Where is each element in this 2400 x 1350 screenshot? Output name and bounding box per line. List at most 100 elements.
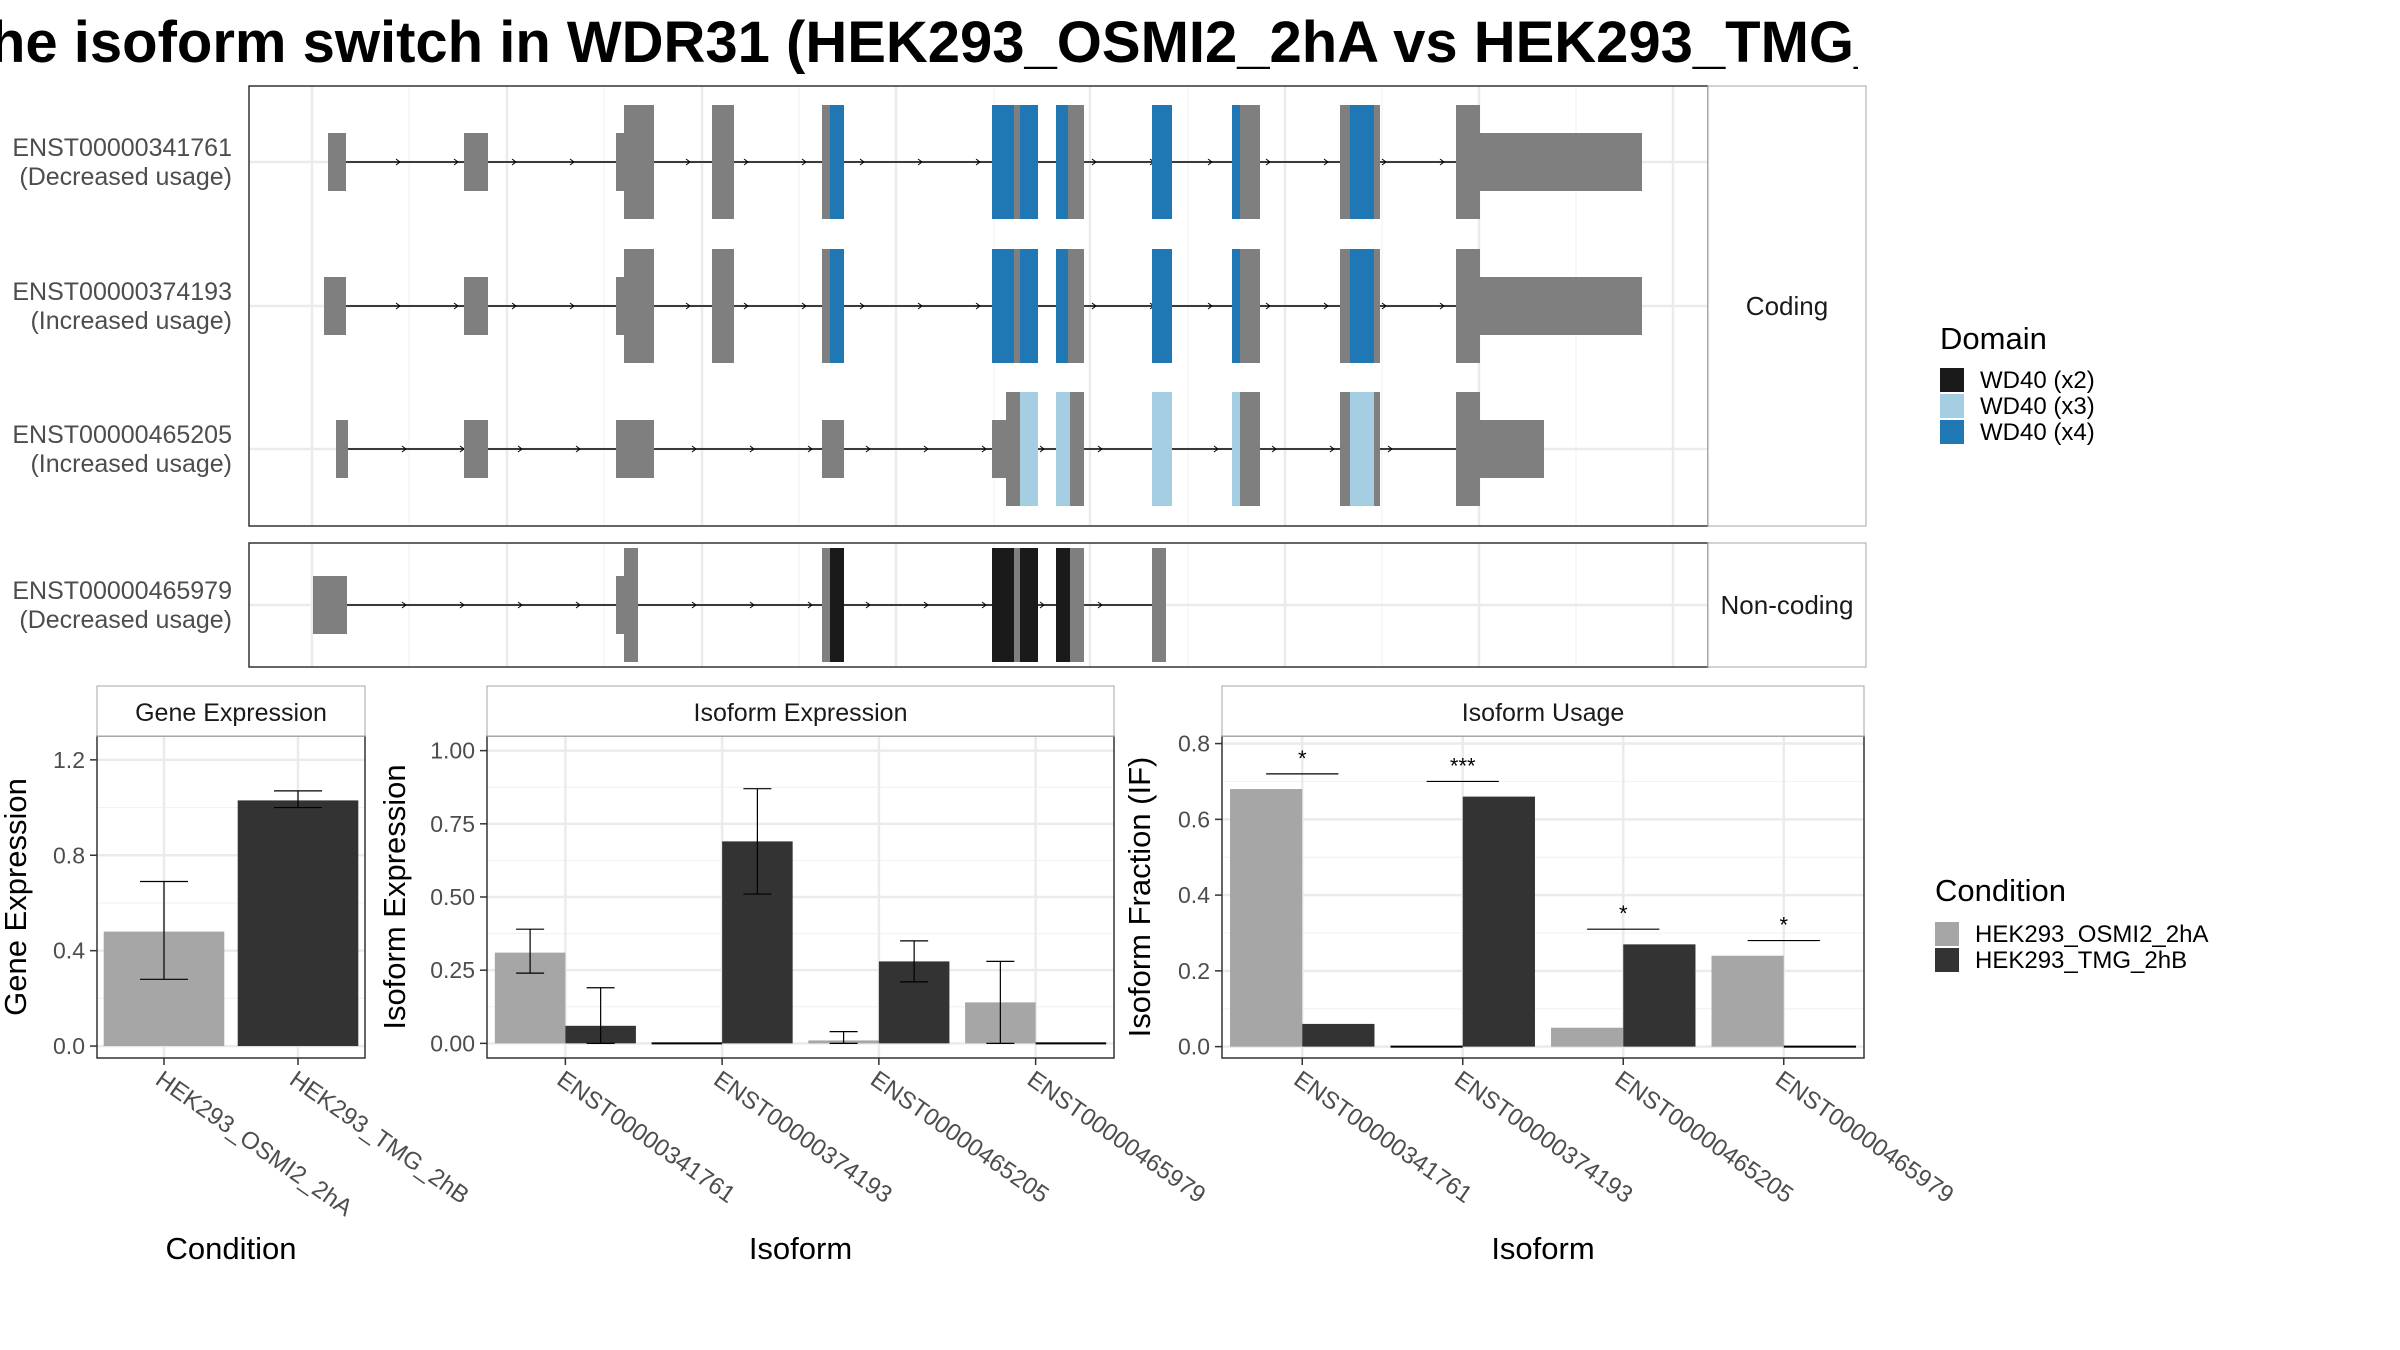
y-tick-label: 0.8 bbox=[1178, 731, 1210, 757]
intron-arrow bbox=[1039, 601, 1045, 609]
facet-strip-label: Non-coding bbox=[1721, 590, 1854, 620]
intron-arrow bbox=[981, 601, 987, 609]
intron-arrow bbox=[685, 302, 691, 310]
significance-label: * bbox=[1298, 746, 1307, 771]
intron-arrow bbox=[975, 158, 981, 166]
chart-title: Isoform Expression bbox=[694, 699, 908, 727]
exon bbox=[992, 420, 1006, 478]
bar-HEK293_TMG_2hB bbox=[237, 800, 359, 1047]
intron-arrow bbox=[749, 601, 755, 609]
domain-legend-swatch bbox=[1940, 368, 1964, 392]
domain-legend-label: WD40 (x3) bbox=[1980, 393, 2095, 420]
y-axis-label: Isoform Fraction (IF) bbox=[1122, 757, 1157, 1038]
intron-arrow bbox=[517, 601, 523, 609]
exon bbox=[624, 105, 654, 219]
chart-1: Isoform Expression0.000.250.500.751.00EN… bbox=[377, 685, 1210, 1266]
condition-legend-swatch bbox=[1935, 922, 1959, 946]
intron-arrow bbox=[1265, 302, 1271, 310]
intron-arrow bbox=[1207, 158, 1213, 166]
intron-arrow bbox=[1091, 302, 1097, 310]
intron-arrow bbox=[749, 445, 755, 453]
exon bbox=[1006, 392, 1020, 506]
y-axis-label: Gene Expression bbox=[0, 778, 33, 1016]
y-tick-label: 0.4 bbox=[53, 938, 85, 964]
condition-legend-label: HEK293_OSMI2_2hA bbox=[1975, 921, 2208, 948]
significance-label: *** bbox=[1450, 753, 1476, 778]
transcript-usage-label: (Increased usage) bbox=[30, 450, 232, 478]
intron-arrow bbox=[575, 601, 581, 609]
significance-label: * bbox=[1779, 913, 1788, 938]
exon bbox=[712, 249, 734, 363]
exon bbox=[328, 133, 346, 191]
intron-arrow bbox=[395, 302, 401, 310]
domain-segment bbox=[1056, 249, 1068, 363]
domain-segment bbox=[992, 249, 1014, 363]
exon bbox=[712, 105, 734, 219]
domain-legend-swatch bbox=[1940, 420, 1964, 444]
x-axis-label: Isoform bbox=[749, 1231, 852, 1266]
transcript-structure-panel: CodingNon-codingENST00000341761(Decrease… bbox=[12, 85, 1867, 668]
bar-HEK293_TMG_2hB-ENST00000465979 bbox=[1783, 1045, 1856, 1048]
y-tick-label: 0.6 bbox=[1178, 806, 1210, 832]
intron-arrow bbox=[807, 445, 813, 453]
intron-arrow bbox=[917, 158, 923, 166]
y-tick-label: 1.2 bbox=[53, 747, 85, 773]
bar-HEK293_OSMI2_2hA-ENST00000465205 bbox=[1551, 1027, 1624, 1047]
exon bbox=[1070, 392, 1084, 506]
y-tick-label: 0.0 bbox=[1178, 1034, 1210, 1060]
exon bbox=[464, 420, 488, 478]
intron-arrow bbox=[1381, 158, 1387, 166]
domain-segment bbox=[1056, 392, 1070, 506]
figure-title: he isoform switch in WDR31 (HEK293_OSMI2… bbox=[0, 10, 1858, 75]
domain-segment bbox=[1152, 392, 1172, 506]
domain-segment bbox=[1232, 392, 1240, 506]
intron-arrow bbox=[511, 158, 517, 166]
intron-arrow bbox=[459, 601, 465, 609]
intron-arrow bbox=[569, 158, 575, 166]
intron-arrow bbox=[401, 601, 407, 609]
exon bbox=[336, 420, 348, 478]
exon bbox=[1152, 548, 1166, 662]
domain-segment bbox=[1152, 249, 1172, 363]
exon bbox=[464, 277, 488, 335]
intron-arrow bbox=[1329, 445, 1335, 453]
bar-HEK293_OSMI2_2hA-ENST00000465979 bbox=[1711, 955, 1784, 1047]
y-tick-label: 0.00 bbox=[430, 1030, 475, 1056]
exon bbox=[1340, 392, 1352, 506]
exon bbox=[624, 548, 638, 662]
intron-arrow bbox=[859, 158, 865, 166]
intron-arrow bbox=[801, 302, 807, 310]
transcript-row bbox=[328, 105, 1642, 219]
exon bbox=[1240, 392, 1260, 506]
exon bbox=[1014, 548, 1022, 662]
intron-arrow bbox=[1213, 445, 1219, 453]
intron-arrow bbox=[975, 302, 981, 310]
transcript-usage-label: (Decreased usage) bbox=[19, 606, 232, 634]
y-tick-label: 0.0 bbox=[53, 1033, 85, 1059]
domain-legend-title: Domain bbox=[1940, 321, 2047, 356]
facet-strip bbox=[1707, 85, 1867, 527]
intron-arrow bbox=[1207, 302, 1213, 310]
intron-arrow bbox=[1323, 158, 1329, 166]
y-tick-label: 0.8 bbox=[53, 842, 85, 868]
domain-segment bbox=[1020, 249, 1038, 363]
exon bbox=[324, 277, 346, 335]
y-axis-label: Isoform Expression bbox=[377, 764, 412, 1029]
y-tick-label: 0.25 bbox=[430, 957, 475, 983]
exon bbox=[624, 249, 654, 363]
exon bbox=[1340, 105, 1352, 219]
facet-strip-label: Coding bbox=[1746, 291, 1828, 321]
intron-arrow bbox=[453, 158, 459, 166]
condition-legend-title: Condition bbox=[1935, 873, 2066, 908]
exon bbox=[1480, 420, 1544, 478]
exon bbox=[616, 420, 654, 478]
intron-arrow bbox=[511, 302, 517, 310]
intron-arrow bbox=[917, 302, 923, 310]
intron-arrow bbox=[517, 445, 523, 453]
domain-segment bbox=[1020, 105, 1038, 219]
bar-HEK293_OSMI2_2hA-ENST00000374193 bbox=[1390, 1045, 1463, 1048]
intron-arrow bbox=[401, 445, 407, 453]
intron-arrow bbox=[1265, 158, 1271, 166]
intron-arrow bbox=[743, 158, 749, 166]
